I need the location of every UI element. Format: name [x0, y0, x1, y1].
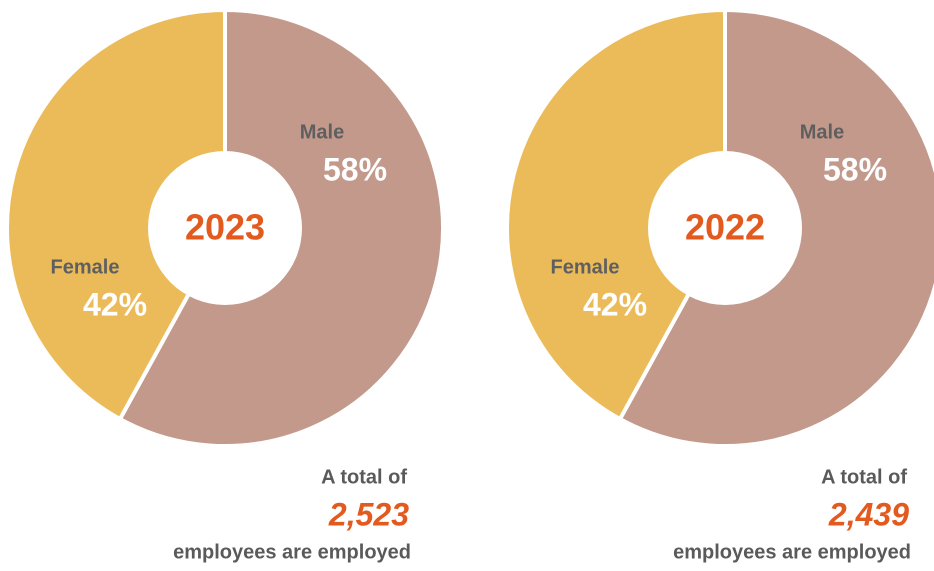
value-label: 58%	[323, 151, 387, 187]
total-value: 2,439	[828, 496, 909, 532]
pie-slice	[5, 7, 227, 422]
total-prefix: A total of	[321, 466, 407, 488]
value-label: 58%	[823, 151, 887, 187]
total-prefix: A total of	[821, 466, 907, 488]
center-label: 2022	[685, 207, 765, 248]
category-label: Female	[51, 256, 120, 278]
category-label: Female	[551, 256, 620, 278]
category-label: Male	[800, 121, 844, 143]
value-label: 42%	[83, 286, 147, 322]
donut-hole	[648, 151, 802, 305]
category-label: Male	[300, 121, 344, 143]
total-value: 2,523	[328, 496, 409, 532]
total-suffix: employees are employed	[173, 541, 411, 563]
pie-slice	[505, 7, 727, 422]
value-label: 42%	[583, 286, 647, 322]
donut-hole	[148, 151, 302, 305]
total-suffix: employees are employed	[673, 541, 911, 563]
center-label: 2023	[185, 207, 265, 248]
